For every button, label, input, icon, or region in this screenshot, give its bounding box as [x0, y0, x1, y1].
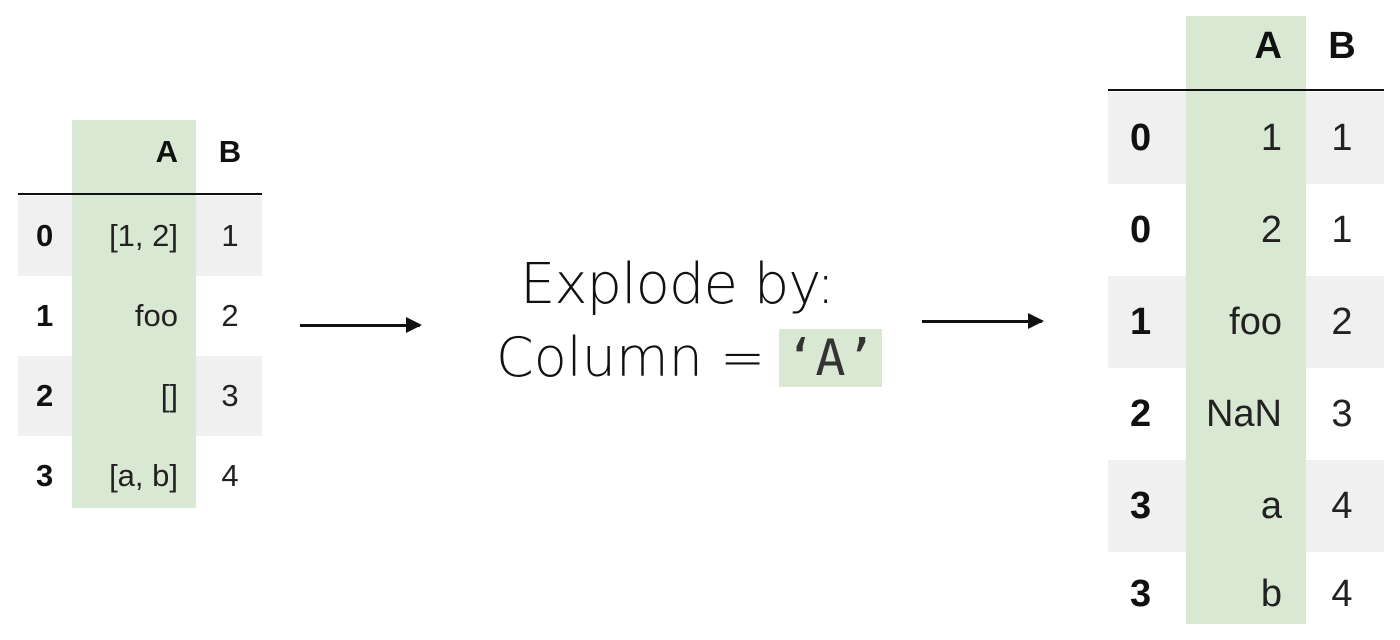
column-header-a: A — [155, 134, 178, 169]
cell-a: [a, b] — [109, 458, 178, 493]
column-header-b: B — [1328, 24, 1356, 67]
row-index: 2 — [1130, 392, 1152, 435]
cell-b: 4 — [1331, 484, 1353, 527]
cell-b: 2 — [221, 298, 239, 333]
row-stripe — [1108, 460, 1186, 552]
row-index: 0 — [1130, 208, 1152, 251]
cell-a: a — [1260, 484, 1282, 527]
row-stripe — [18, 356, 72, 436]
row-index: 2 — [36, 378, 54, 413]
row-stripe — [18, 196, 72, 276]
operation-column-line: Column = ‘A’ — [496, 326, 882, 389]
row-stripe — [1108, 92, 1186, 184]
right-arrow-icon — [922, 313, 1044, 329]
cell-a: [1, 2] — [109, 218, 178, 253]
operation-title: Explode by: — [520, 252, 835, 317]
row-stripe — [1306, 276, 1384, 368]
row-index: 3 — [1130, 484, 1152, 527]
cell-a: NaN — [1205, 392, 1282, 435]
highlight-column-a — [1186, 16, 1306, 624]
row-index: 0 — [1130, 116, 1152, 159]
column-header-a: A — [1254, 24, 1282, 67]
header-rule — [18, 193, 262, 195]
column-label: Column = — [496, 326, 766, 389]
cell-b: 1 — [1331, 208, 1353, 251]
column-value: ‘A’ — [779, 328, 882, 387]
right-arrow-icon — [300, 317, 422, 333]
row-stripe — [1306, 460, 1384, 552]
cell-b: 4 — [221, 458, 239, 493]
cell-a: 2 — [1260, 208, 1282, 251]
cell-b: 1 — [221, 218, 239, 253]
highlight-column-a — [72, 120, 196, 508]
cell-a: foo — [134, 298, 178, 333]
row-index: 3 — [1130, 572, 1152, 615]
cell-b: 3 — [1331, 392, 1353, 435]
cell-b: 1 — [1331, 116, 1353, 159]
header-rule — [1108, 89, 1384, 91]
row-stripe — [1108, 276, 1186, 368]
row-index: 0 — [36, 218, 54, 253]
row-stripe — [196, 356, 262, 436]
cell-b: 4 — [1331, 572, 1353, 615]
row-stripe — [196, 196, 262, 276]
cell-a: [] — [160, 378, 178, 413]
column-header-b: B — [218, 134, 242, 169]
cell-a: 1 — [1260, 116, 1282, 159]
cell-a: b — [1260, 572, 1282, 615]
cell-a: foo — [1229, 300, 1282, 343]
row-index: 1 — [1130, 300, 1152, 343]
row-index: 3 — [36, 458, 54, 493]
row-stripe — [1306, 92, 1384, 184]
cell-b: 3 — [221, 378, 239, 413]
row-index: 1 — [36, 298, 54, 333]
cell-b: 2 — [1331, 300, 1353, 343]
